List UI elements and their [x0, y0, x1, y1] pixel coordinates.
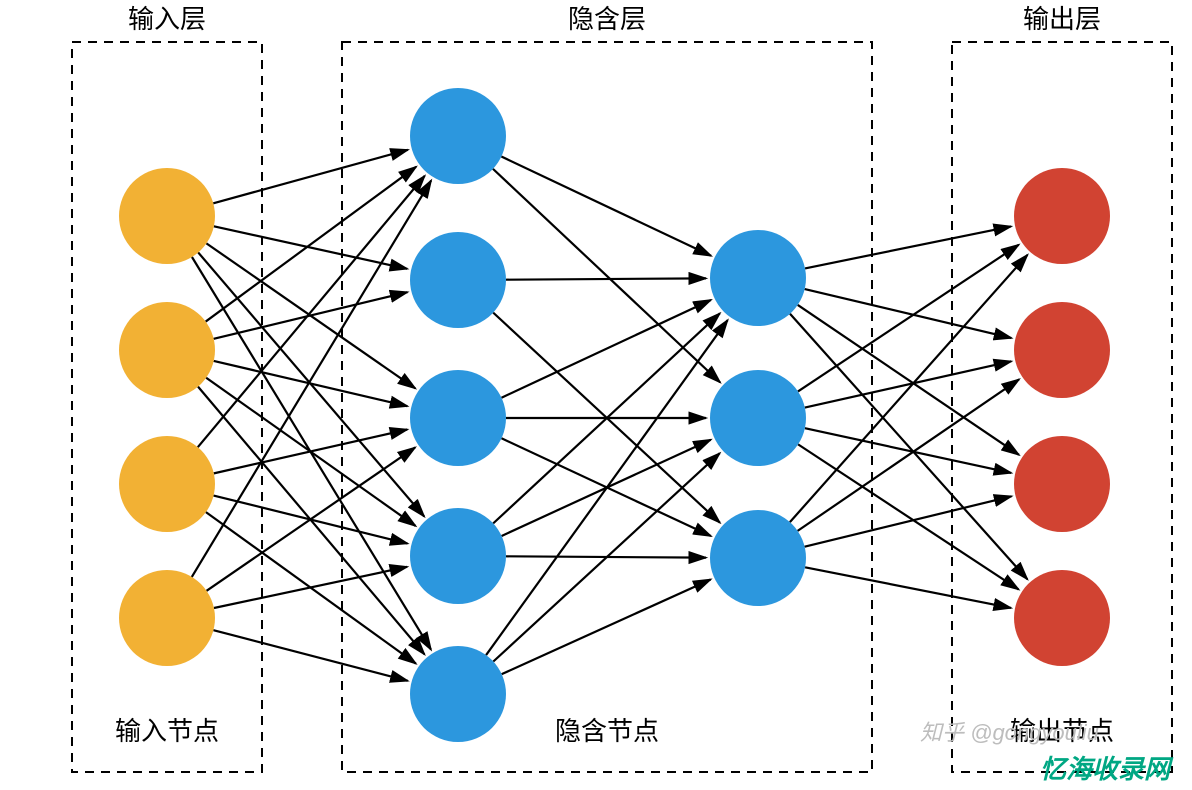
hidden1-node-4 — [410, 646, 506, 742]
input-node-1 — [119, 302, 215, 398]
edge — [214, 361, 408, 406]
hidden1-node-3 — [410, 508, 506, 604]
output-node-1 — [1014, 302, 1110, 398]
edge — [486, 320, 728, 655]
hidden-title: 隐含层 — [568, 4, 646, 34]
input-node-0 — [119, 168, 215, 264]
edge — [214, 430, 407, 474]
edge — [805, 428, 1011, 473]
hidden-bottom-label: 隐含节点 — [555, 716, 659, 746]
watermark-site: 忆海收录网 — [1040, 754, 1174, 784]
edge — [790, 314, 1027, 579]
input-bottom-label: 输入节点 — [115, 716, 219, 746]
edge — [214, 292, 408, 339]
edge — [198, 176, 425, 447]
hidden2-node-1 — [710, 370, 806, 466]
edge — [805, 226, 1011, 268]
output-node-0 — [1014, 168, 1110, 264]
input-title: 输入层 — [128, 4, 206, 34]
hidden1-node-2 — [410, 370, 506, 466]
neural-network-diagram: 输入层输入节点隐含层隐含节点输出层输出节点 知乎 @gongyouliu忆海收录… — [0, 0, 1192, 790]
hidden1-node-0 — [410, 88, 506, 184]
edge — [798, 305, 1019, 455]
output-title: 输出层 — [1023, 4, 1101, 34]
edge — [214, 567, 407, 608]
edge — [493, 169, 720, 383]
output-node-2 — [1014, 436, 1110, 532]
edge — [506, 278, 706, 279]
edge — [798, 245, 1019, 392]
watermark-zhihu: 知乎 @gongyouliu — [920, 720, 1099, 745]
hidden1-node-1 — [410, 232, 506, 328]
edge — [805, 567, 1011, 608]
output-node-3 — [1014, 570, 1110, 666]
hidden2-node-0 — [710, 230, 806, 326]
input-node-3 — [119, 570, 215, 666]
edge — [805, 361, 1011, 407]
edge — [798, 444, 1018, 589]
hidden2-node-2 — [710, 510, 806, 606]
input-node-2 — [119, 436, 215, 532]
edge — [502, 579, 711, 674]
